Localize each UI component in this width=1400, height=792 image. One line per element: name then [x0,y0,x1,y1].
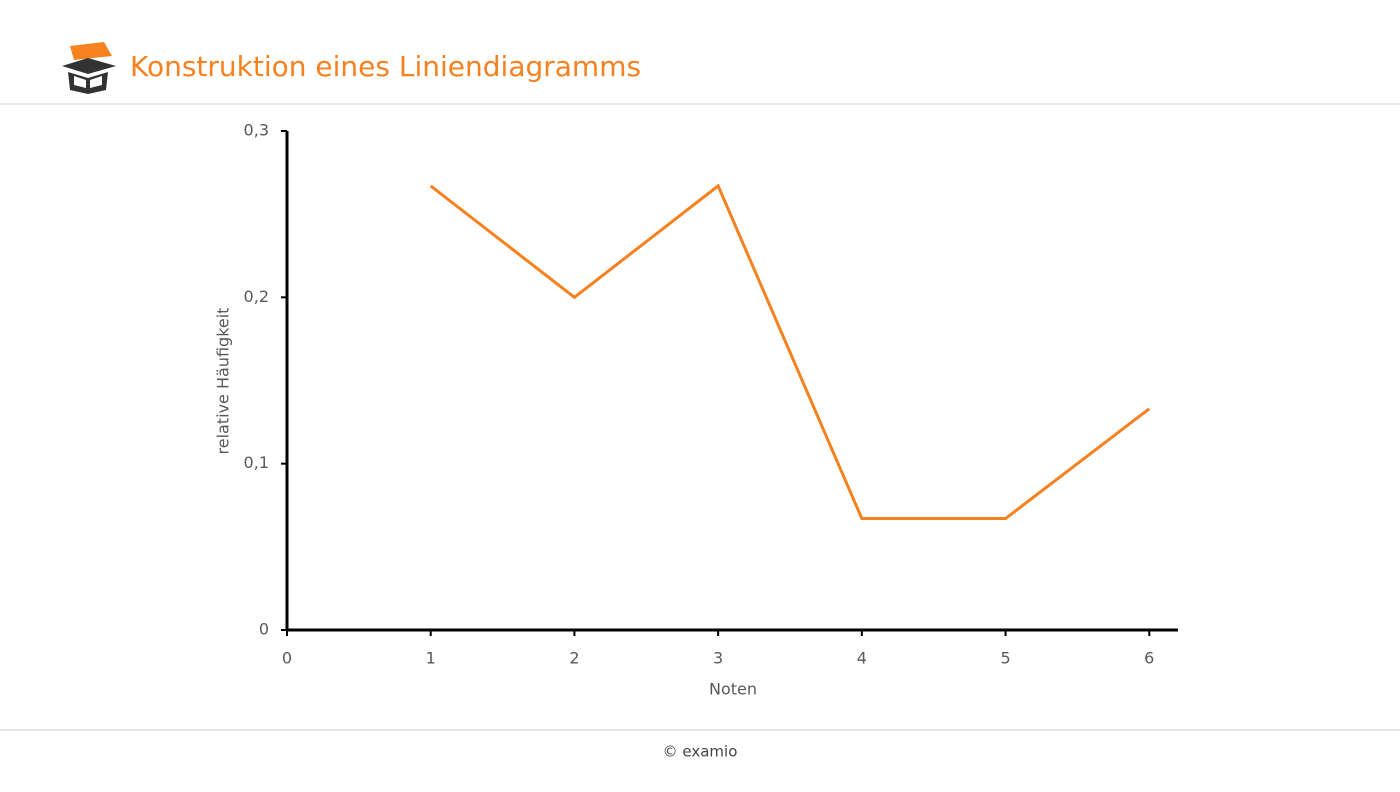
x-tick-label: 1 [426,649,436,668]
x-tick-label: 0 [282,649,292,668]
y-axis-label: relative Häufigkeit [214,308,233,455]
data-line [429,183,1151,521]
y-tick-label: 0,1 [244,453,269,472]
y-tick-label: 0,2 [244,287,269,306]
y-tick-label: 0,3 [244,121,269,140]
x-tick-label: 4 [857,649,867,668]
x-axis-label: Noten [709,680,757,699]
y-tick-label: 0 [259,620,269,639]
x-tick-label: 5 [1000,649,1010,668]
x-tick-label: 6 [1144,649,1154,668]
x-tick-label: 3 [713,649,723,668]
logo [62,42,116,94]
x-tick-label: 2 [569,649,579,668]
footer-text: © examio [663,743,738,761]
page-title: Konstruktion eines Liniendiagramms [130,50,641,83]
